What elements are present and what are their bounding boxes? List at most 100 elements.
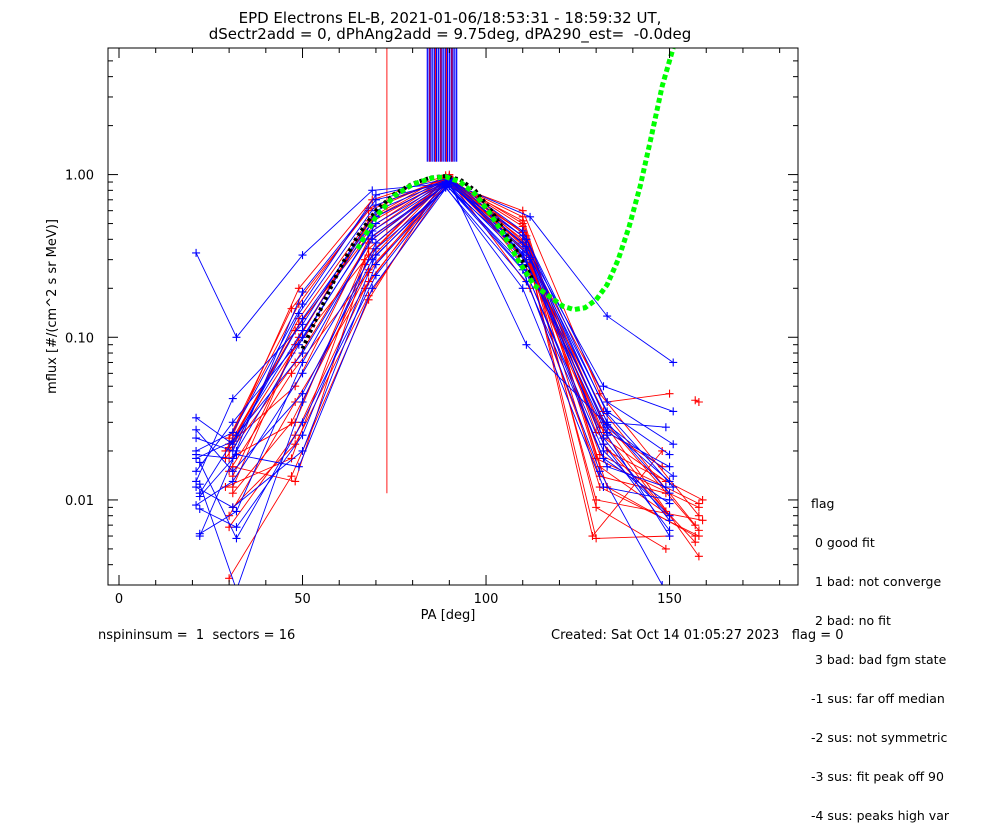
data-point-red [658, 462, 667, 471]
data-point-blue [228, 418, 237, 427]
data-point-blue [595, 467, 604, 476]
series-line-blue [195, 180, 666, 472]
fit-curve-green [355, 48, 676, 313]
data-point-red [691, 396, 700, 405]
footer-sector-info: nspininsum = 1 sectors = 16 [98, 628, 296, 643]
legend-item: -1 sus: far off median [811, 691, 945, 706]
y-axis-label: mflux [#/(cm^2 s sr MeV)] [45, 219, 60, 394]
data-point-blue [669, 483, 678, 492]
data-point-red [592, 503, 601, 512]
y-tick-label: 0.10 [65, 331, 94, 346]
series-line-red [232, 179, 663, 537]
data-point-blue [228, 446, 237, 455]
data-point-blue [665, 516, 674, 525]
data-point-blue [665, 526, 674, 535]
data-point-blue [665, 489, 674, 498]
data-point-blue [192, 454, 201, 463]
data-point-blue [522, 235, 531, 244]
data-point-blue [526, 212, 535, 221]
data-point-red [287, 369, 296, 378]
data-point-red [661, 507, 670, 516]
legend-item: 0 good fit [811, 535, 875, 550]
data-point-blue [195, 480, 204, 489]
data-point-blue [232, 523, 241, 532]
series-line-blue [199, 183, 663, 585]
data-point-blue [371, 251, 380, 260]
data-point-blue [526, 253, 535, 262]
data-point-blue [371, 238, 380, 247]
data-point-red [291, 440, 300, 449]
data-point-blue [669, 358, 678, 367]
data-point-red [694, 526, 703, 535]
data-point-blue [603, 409, 612, 418]
series-line-blue [199, 182, 670, 535]
data-point-blue [192, 501, 201, 510]
data-point-blue [298, 251, 307, 260]
series-line-blue [195, 178, 674, 488]
data-point-blue [228, 437, 237, 446]
data-point-red [694, 499, 703, 508]
x-tick-label: 150 [657, 592, 682, 607]
data-point-red [665, 389, 674, 398]
series-line-blue [195, 185, 667, 506]
data-point-blue [368, 284, 377, 293]
data-point-red [228, 489, 237, 498]
data-point-blue [298, 389, 307, 398]
data-point-blue [661, 483, 670, 492]
data-point-blue [298, 369, 307, 378]
data-point-blue [192, 434, 201, 443]
data-point-blue [669, 407, 678, 416]
data-point-red [291, 382, 300, 391]
data-point-blue [603, 423, 612, 432]
series-line-blue [199, 181, 674, 540]
data-point-blue [603, 462, 612, 471]
data-point-blue [232, 450, 241, 459]
series-line-blue [195, 179, 674, 482]
series-line-blue [199, 187, 670, 528]
data-point-blue [232, 534, 241, 543]
data-point-blue [228, 503, 237, 512]
data-point-blue [195, 529, 204, 538]
data-point-blue [228, 467, 237, 476]
series-line-blue [195, 186, 670, 508]
series-line-blue [199, 183, 670, 517]
x-tick-label: 100 [474, 592, 499, 607]
x-tick-label: 50 [294, 592, 311, 607]
data-point-blue [368, 186, 377, 195]
data-point-blue [298, 326, 307, 335]
chart-title-line2: dSectr2add = 0, dPhAng2add = 9.75deg, dP… [208, 25, 692, 43]
data-point-red [698, 495, 707, 504]
footer-created-info: Created: Sat Oct 14 01:05:27 2023 flag =… [551, 628, 844, 643]
series-line-blue [199, 182, 670, 497]
data-point-blue [599, 483, 608, 492]
data-point-red [691, 521, 700, 530]
data-point-blue [298, 431, 307, 440]
data-point-blue [192, 425, 201, 434]
data-point-blue [665, 499, 674, 508]
y-tick-label: 0.01 [65, 494, 94, 509]
data-point-red [694, 511, 703, 520]
legend-item: 3 bad: bad fgm state [811, 652, 947, 667]
data-point-blue [232, 333, 241, 342]
data-point-red [592, 534, 601, 543]
data-point-blue [195, 492, 204, 501]
series-line-blue [195, 181, 670, 482]
data-point-blue [228, 428, 237, 437]
data-point-red [592, 495, 601, 504]
chart-svg: 0 50 100 150 1.00 0.10 0.01 PA [deg] mflux [#/(c… [45, 47, 799, 623]
data-point-red [691, 532, 700, 541]
data-point-blue [368, 231, 377, 240]
data-point-red [225, 523, 234, 532]
data-point-red [694, 552, 703, 561]
data-point-red [221, 454, 230, 463]
series-line-red [232, 180, 703, 521]
chart-title-line1: EPD Electrons EL-B, 2021-01-06/18:53:31 … [238, 9, 662, 27]
data-point-blue [298, 287, 307, 296]
data-point-blue [669, 440, 678, 449]
data-point-blue [228, 477, 237, 486]
data-point-blue [371, 271, 380, 280]
data-point-blue [192, 248, 201, 257]
data-point-blue [658, 581, 667, 585]
data-point-red [291, 477, 300, 486]
y-tick-label: 1.00 [65, 169, 94, 184]
